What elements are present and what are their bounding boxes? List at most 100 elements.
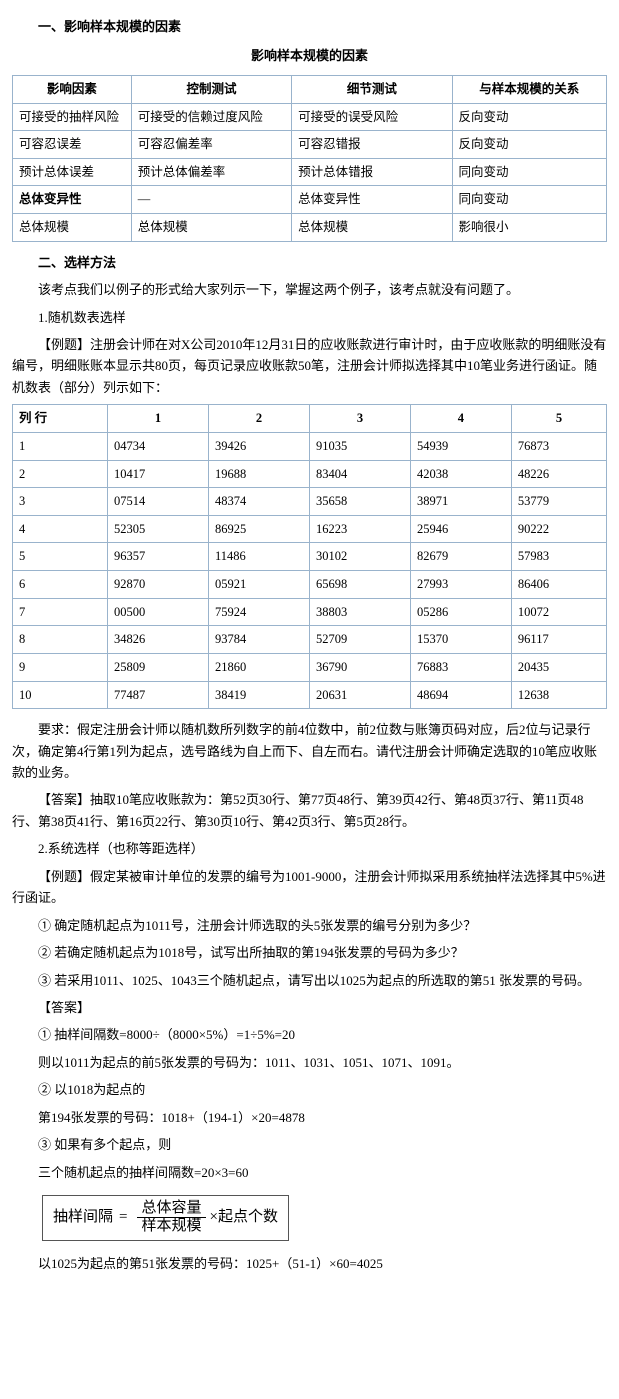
table-cell: 可接受的信赖过度风险 <box>131 103 291 131</box>
t1-h0: 影响因素 <box>13 75 132 103</box>
table-row: 30751448374356583897153779 <box>13 488 607 516</box>
table-row: 21041719688834044203848226 <box>13 460 607 488</box>
table-cell: 27993 <box>410 571 511 599</box>
table-row: 总体规模总体规模总体规模影响很小 <box>13 214 607 242</box>
answer1-line1: ① 抽样间隔数=8000÷（8000×5%）=1÷5%=20 <box>12 1024 607 1045</box>
table-row: 59635711486301028267957983 <box>13 543 607 571</box>
table-cell: 48694 <box>410 681 511 709</box>
table-cell: 86925 <box>209 515 310 543</box>
table-cell: 3 <box>13 488 108 516</box>
answer1-line2: 则以1011为起点的前5张发票的号码为：1011、1031、1051、1071、… <box>12 1052 607 1073</box>
random-number-table: 列 行 1 2 3 4 5 10473439426910355493976873… <box>12 404 607 709</box>
table-cell: 25809 <box>108 653 209 681</box>
table-row: 10473439426910355493976873 <box>13 432 607 460</box>
answer3-line2: 三个随机起点的抽样间隔数=20×3=60 <box>12 1162 607 1183</box>
table-cell: 1 <box>13 432 108 460</box>
table-row: 预计总体误差预计总体偏差率预计总体错报同向变动 <box>13 158 607 186</box>
example1-requirement: 要求：假定注册会计师以随机数所列数字的前4位数中，前2位数与账簿页码对应，后2位… <box>12 719 607 783</box>
table-cell: 10 <box>13 681 108 709</box>
intro-para: 该考点我们以例子的形式给大家列示一下，掌握这两个例子，该考点就没有问题了。 <box>12 279 607 300</box>
formula-denominator: 样本规模 <box>137 1218 205 1235</box>
table-cell: 预计总体偏差率 <box>131 158 291 186</box>
table-cell: 同向变动 <box>452 158 606 186</box>
table-cell: 53779 <box>511 488 606 516</box>
table-cell: 96357 <box>108 543 209 571</box>
table-cell: 76873 <box>511 432 606 460</box>
table-cell: 21860 <box>209 653 310 681</box>
table-cell: 20631 <box>309 681 410 709</box>
sub2-title: 2.系统选样（也称等距选样） <box>12 838 607 859</box>
example2-prompt: 【例题】假定某被审计单位的发票的编号为1001-9000，注册会计师拟采用系统抽… <box>12 866 607 909</box>
answer3-line1: ③ 如果有多个起点，则 <box>12 1134 607 1155</box>
table-row: 总体变异性—总体变异性同向变动 <box>13 186 607 214</box>
table-cell: 可接受的误受风险 <box>292 103 452 131</box>
formula-fraction: 总体容量 样本规模 <box>137 1200 205 1236</box>
table-cell: 10072 <box>511 598 606 626</box>
table-cell: 48226 <box>511 460 606 488</box>
table-row: 83482693784527091537096117 <box>13 626 607 654</box>
table-cell: 38971 <box>410 488 511 516</box>
table-row: 92580921860367907688320435 <box>13 653 607 681</box>
table-row: 可容忍误差可容忍偏差率可容忍错报反向变动 <box>13 131 607 159</box>
section1-title: 一、影响样本规模的因素 <box>12 16 607 37</box>
table-cell: 4 <box>13 515 108 543</box>
table-row: 45230586925162232594690222 <box>13 515 607 543</box>
formula-eq: = <box>119 1205 127 1230</box>
table-cell: 36790 <box>309 653 410 681</box>
table-cell: 91035 <box>309 432 410 460</box>
answer2-line1: ② 以1018为起点的 <box>12 1079 607 1100</box>
table-cell: 86406 <box>511 571 606 599</box>
example1-answer: 【答案】抽取10笔应收账款为：第52页30行、第77页48行、第39页42行、第… <box>12 789 607 832</box>
example2-q3: ③ 若采用1011、1025、1043三个随机起点，请写出以1025为起点的所选… <box>12 970 607 991</box>
table-cell: 04734 <box>108 432 209 460</box>
example2-q2: ② 若确定随机起点为1018号，试写出所抽取的第194张发票的号码为多少？ <box>12 942 607 963</box>
table-cell: 54939 <box>410 432 511 460</box>
table-cell: 20435 <box>511 653 606 681</box>
table-cell: 05921 <box>209 571 310 599</box>
table-cell: 8 <box>13 626 108 654</box>
table-cell: 可容忍误差 <box>13 131 132 159</box>
sampling-interval-formula: 抽样间隔 = 总体容量 样本规模 × 起点个数 <box>42 1195 289 1241</box>
table-cell: 12638 <box>511 681 606 709</box>
table-cell: 反向变动 <box>452 131 606 159</box>
table-cell: 11486 <box>209 543 310 571</box>
t1-h2: 细节测试 <box>292 75 452 103</box>
table-cell: 2 <box>13 460 108 488</box>
table-cell: 预计总体错报 <box>292 158 452 186</box>
table-cell: 30102 <box>309 543 410 571</box>
table-cell: 93784 <box>209 626 310 654</box>
table-cell: 可接受的抽样风险 <box>13 103 132 131</box>
table-cell: 90222 <box>511 515 606 543</box>
table-cell: 92870 <box>108 571 209 599</box>
table-cell: 可容忍错报 <box>292 131 452 159</box>
table1-title: 影响样本规模的因素 <box>12 45 607 66</box>
table-cell: 52709 <box>309 626 410 654</box>
answer2-line2: 第194张发票的号码：1018+（194-1）×20=4878 <box>12 1107 607 1128</box>
table-cell: 总体规模 <box>292 214 452 242</box>
table-cell: 77487 <box>108 681 209 709</box>
answer3-line3: 以1025为起点的第51张发票的号码：1025+（51-1）×60=4025 <box>12 1253 607 1274</box>
table-cell: — <box>131 186 291 214</box>
factors-table: 影响因素 控制测试 细节测试 与样本规模的关系 可接受的抽样风险可接受的信赖过度… <box>12 75 607 242</box>
table-row: 69287005921656982799386406 <box>13 571 607 599</box>
t2-h1: 1 <box>108 405 209 433</box>
table-cell: 16223 <box>309 515 410 543</box>
formula-lhs: 抽样间隔 <box>53 1205 113 1230</box>
formula-rhs: 起点个数 <box>218 1205 278 1230</box>
table-cell: 19688 <box>209 460 310 488</box>
table-cell: 38419 <box>209 681 310 709</box>
table-cell: 65698 <box>309 571 410 599</box>
answer-label: 【答案】 <box>12 997 607 1018</box>
t2-h0: 列 行 <box>13 405 108 433</box>
table-cell: 57983 <box>511 543 606 571</box>
example1-prompt: 【例题】注册会计师在对X公司2010年12月31日的应收账款进行审计时，由于应收… <box>12 334 607 398</box>
table-cell: 15370 <box>410 626 511 654</box>
t2-header-row: 列 行 1 2 3 4 5 <box>13 405 607 433</box>
table-cell: 总体变异性 <box>292 186 452 214</box>
table-cell: 83404 <box>309 460 410 488</box>
table-cell: 96117 <box>511 626 606 654</box>
table-row: 107748738419206314869412638 <box>13 681 607 709</box>
table-row: 70050075924388030528610072 <box>13 598 607 626</box>
table-cell: 5 <box>13 543 108 571</box>
table-row: 可接受的抽样风险可接受的信赖过度风险可接受的误受风险反向变动 <box>13 103 607 131</box>
